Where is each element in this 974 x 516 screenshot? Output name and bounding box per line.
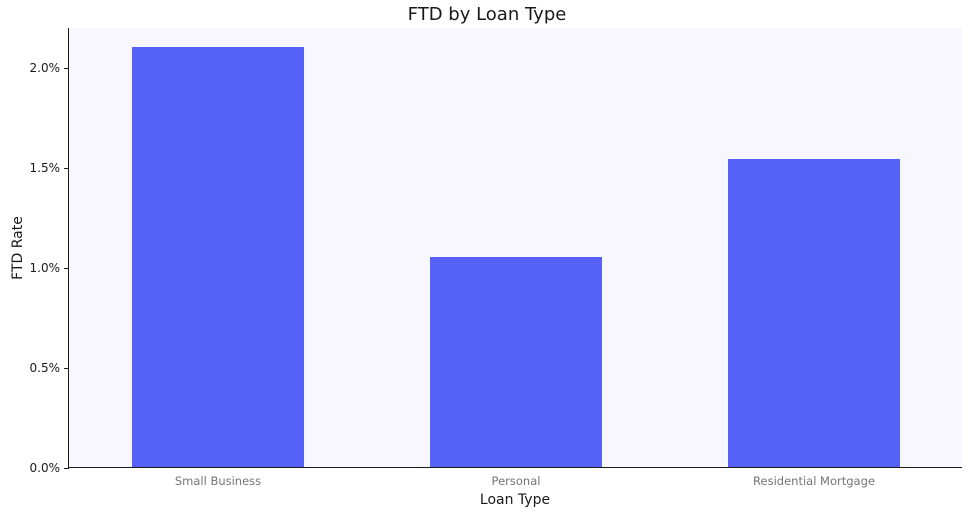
y-tick-mark [64,68,69,69]
x-tick-label: Small Business [175,474,261,488]
y-tick-mark [64,368,69,369]
y-tick-mark [64,268,69,269]
x-tick-label: Personal [492,474,541,488]
x-tick-label: Residential Mortgage [753,474,875,488]
y-tick-mark [64,168,69,169]
bar [728,159,901,467]
chart-title: FTD by Loan Type [0,4,974,25]
y-tick-label: 2.0% [30,61,61,75]
y-axis-label: FTD Rate [10,216,26,280]
y-tick-label: 0.0% [30,461,61,475]
plot-area: Small BusinessPersonalResidential Mortga… [68,28,962,468]
y-tick-label: 1.5% [30,161,61,175]
y-tick-label: 0.5% [30,361,61,375]
y-tick-mark [64,468,69,469]
chart-container: FTD by Loan Type Small BusinessPersonalR… [0,0,974,516]
y-tick-label: 1.0% [30,261,61,275]
bar [132,47,305,467]
bar [430,257,603,467]
x-axis-label: Loan Type [480,492,550,508]
